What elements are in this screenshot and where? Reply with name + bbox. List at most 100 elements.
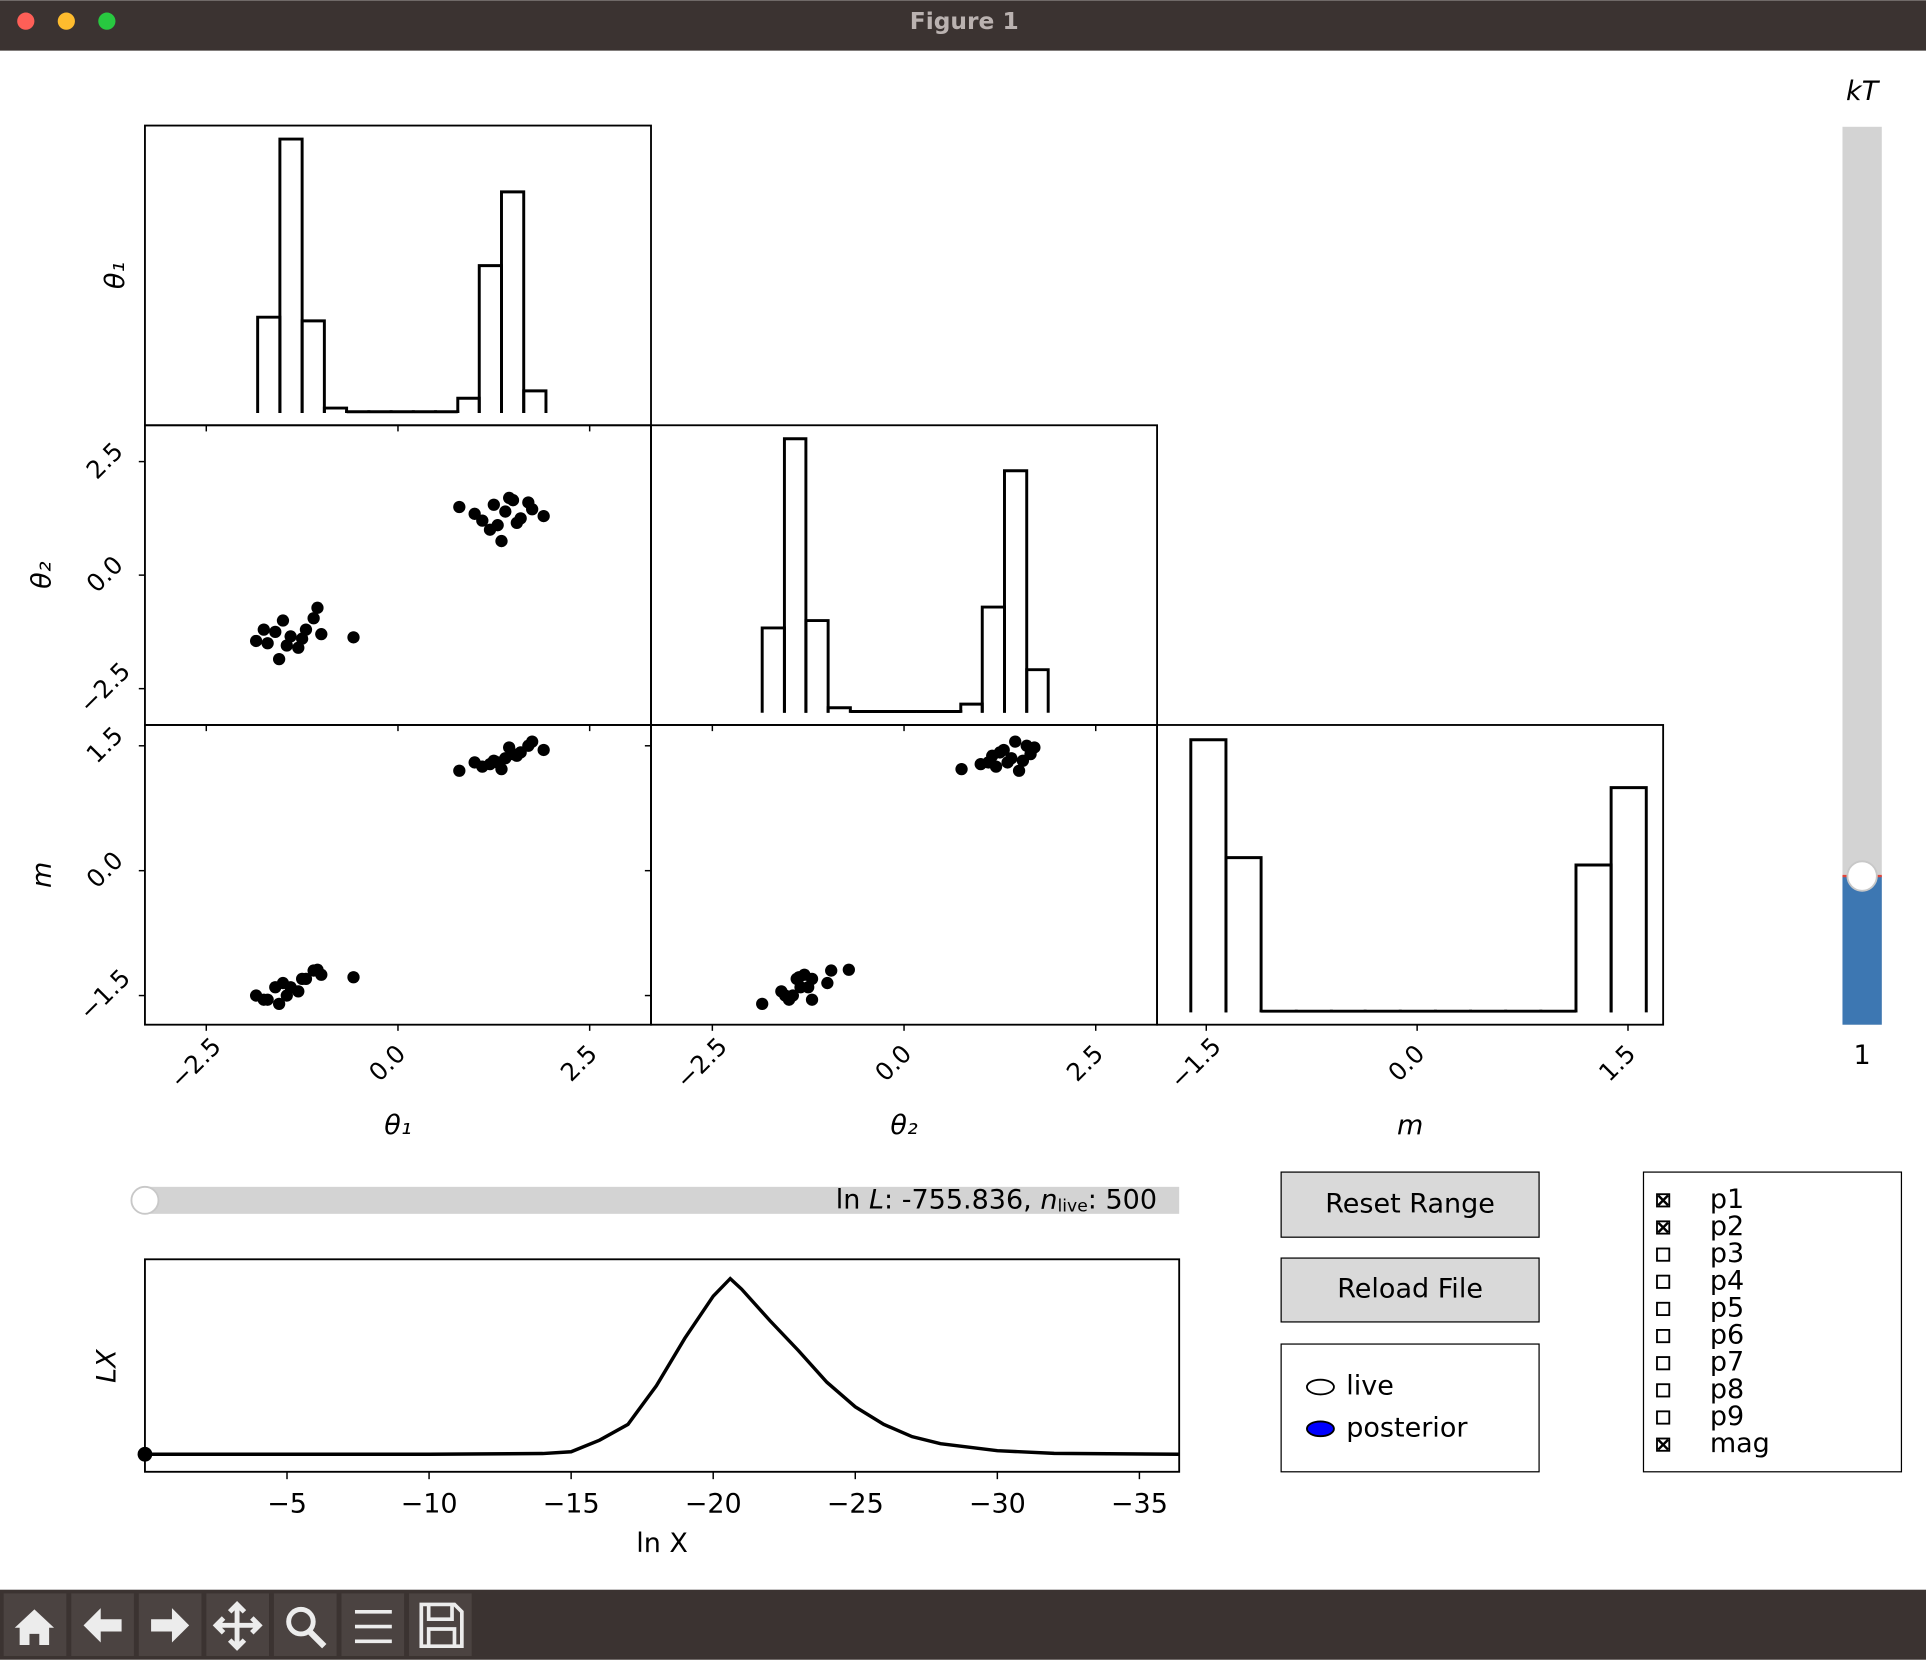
x-tick-label: −35 xyxy=(1111,1488,1168,1519)
histogram-bar xyxy=(892,709,918,713)
reload-file-button[interactable] xyxy=(1280,1257,1540,1323)
lx-curve xyxy=(144,1276,1180,1456)
histogram-bar xyxy=(937,709,963,713)
sample-point xyxy=(453,764,466,777)
sample-point xyxy=(307,612,320,625)
sample-point xyxy=(805,993,819,1006)
checkbox-label: p1 xyxy=(1710,1184,1744,1215)
legend-marker xyxy=(1306,1420,1335,1438)
sample-point xyxy=(315,628,328,641)
checkbox-check xyxy=(1657,1194,1669,1207)
histogram-bar xyxy=(1363,1009,1402,1013)
histogram-bar xyxy=(345,410,371,414)
zoom-rect-button[interactable] xyxy=(273,1593,337,1657)
legend-label: posterior xyxy=(1346,1412,1468,1443)
checkbox[interactable] xyxy=(1656,1356,1671,1371)
x-tick-label: −20 xyxy=(685,1488,742,1519)
checkbox-label: p6 xyxy=(1710,1320,1744,1351)
histogram-bar xyxy=(914,709,941,713)
sample-point xyxy=(249,634,263,648)
sample-point xyxy=(503,741,516,754)
zoom-button[interactable] xyxy=(98,12,116,30)
axes-frame xyxy=(144,1258,1181,1473)
zoom-icon-handle xyxy=(307,1629,327,1649)
checkbox[interactable] xyxy=(1656,1274,1671,1289)
sample-point xyxy=(526,503,539,516)
sample-point xyxy=(842,963,855,976)
sample-point xyxy=(802,981,815,994)
reset-range-button[interactable] xyxy=(1280,1171,1540,1238)
save-icon xyxy=(419,1602,464,1649)
checkbox[interactable] xyxy=(1656,1301,1671,1316)
sample-point xyxy=(779,989,792,1002)
x-axis-label: m xyxy=(1397,1110,1423,1141)
sample-point xyxy=(292,985,305,998)
sample-point xyxy=(825,964,838,977)
histogram-bar xyxy=(389,410,415,414)
histogram-bar xyxy=(500,190,526,413)
sample-point xyxy=(503,491,516,505)
sample-point xyxy=(756,997,769,1011)
sample-point xyxy=(986,749,999,762)
sample-point xyxy=(295,972,309,986)
slider-label-part: L xyxy=(869,1184,884,1215)
sample-point xyxy=(257,993,270,1006)
histogram-bar xyxy=(1398,1009,1437,1013)
sample-point xyxy=(1016,754,1030,767)
histogram-bar xyxy=(871,709,896,713)
sample-point xyxy=(526,735,539,748)
kt-slider-knob[interactable] xyxy=(1846,860,1878,892)
lnl-slider-knob[interactable] xyxy=(130,1185,160,1215)
checkbox-panel xyxy=(1642,1171,1903,1473)
sample-point xyxy=(257,623,270,636)
histogram-bar xyxy=(367,410,393,414)
forward-icon xyxy=(151,1608,190,1643)
histogram-bar xyxy=(782,437,808,713)
sample-point xyxy=(272,997,286,1011)
checkbox[interactable] xyxy=(1656,1410,1671,1425)
minimize-button[interactable] xyxy=(57,12,75,30)
y-axis-label: m xyxy=(26,862,57,888)
sample-point xyxy=(1009,735,1022,748)
home-icon xyxy=(14,1609,55,1645)
button-label: Reload File xyxy=(1337,1274,1483,1305)
sample-point xyxy=(280,989,293,1002)
checkbox[interactable] xyxy=(1656,1329,1671,1344)
checkbox[interactable] xyxy=(1656,1247,1671,1262)
sample-point xyxy=(487,498,500,511)
histogram-bar xyxy=(1609,786,1648,1013)
sample-point xyxy=(280,639,293,652)
lnl-slider-track[interactable] xyxy=(144,1186,1180,1214)
sample-point xyxy=(495,534,508,548)
legend-label: live xyxy=(1346,1371,1394,1402)
sample-point xyxy=(821,976,834,990)
sample-point xyxy=(1028,741,1041,754)
sample-point xyxy=(537,509,550,523)
x-tick-label: −25 xyxy=(827,1488,884,1519)
back-icon xyxy=(83,1608,122,1643)
legend: live posterior xyxy=(1306,1371,1468,1443)
sample-point xyxy=(510,516,523,530)
x-tick-label: −30 xyxy=(969,1488,1026,1519)
sample-point xyxy=(1001,756,1014,769)
histogram-bar xyxy=(1504,1009,1543,1013)
axes-frame xyxy=(1156,724,1665,1026)
sample-point xyxy=(468,507,481,520)
histogram-bar xyxy=(1329,1009,1367,1013)
x-axis-label: ln X xyxy=(636,1528,688,1559)
histogram-bar xyxy=(411,410,438,414)
histogram-bar xyxy=(1259,1009,1298,1013)
sample-point xyxy=(792,971,806,984)
x-tick-label: −5 xyxy=(267,1488,307,1519)
kt-value: 1 xyxy=(1854,1040,1871,1071)
sample-point xyxy=(269,625,282,639)
sample-point xyxy=(276,614,290,627)
sample-point xyxy=(269,981,282,994)
close-button[interactable] xyxy=(17,12,35,30)
sample-point xyxy=(499,505,512,518)
histogram-bar xyxy=(1224,856,1263,1013)
checkbox[interactable] xyxy=(1656,1383,1671,1398)
legend-box xyxy=(1280,1343,1540,1473)
slider-label: ln L: -755.836, nlive: 500 xyxy=(836,1184,1157,1217)
